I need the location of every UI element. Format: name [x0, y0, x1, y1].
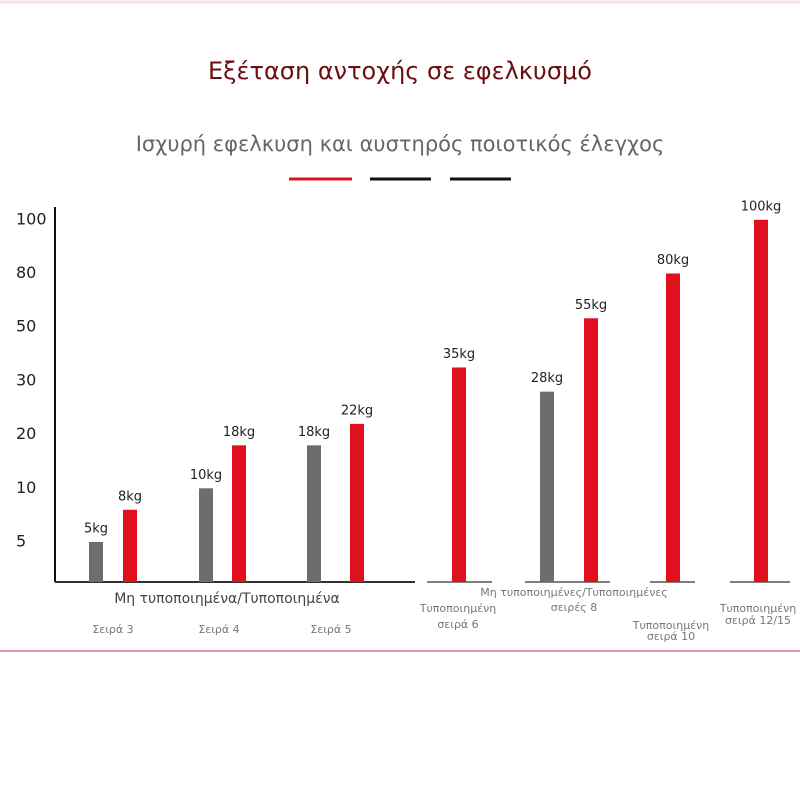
bar	[584, 318, 598, 582]
x-tick-label: Τυποποιημένη	[719, 602, 797, 615]
value-label: 8kg	[118, 489, 142, 504]
y-tick-label: 80	[16, 263, 36, 282]
x-tick-label: σειρά 6	[437, 618, 478, 631]
x-tick-label: σειρά 12/15	[725, 614, 791, 627]
bar	[540, 391, 554, 582]
x-tick-label: σειρά 10	[647, 630, 695, 643]
bar	[232, 445, 246, 582]
bar	[350, 423, 364, 582]
bar	[452, 367, 466, 582]
y-tick-label: 50	[16, 317, 36, 336]
x-tick-label: Σειρά 4	[198, 623, 239, 636]
bar	[307, 445, 321, 582]
bar	[666, 273, 680, 582]
bar	[89, 542, 103, 582]
bar	[199, 488, 213, 582]
x-tick-label: Σειρά 5	[310, 623, 351, 636]
y-tick-label: 30	[16, 370, 36, 389]
y-tick-label: 20	[16, 424, 36, 443]
y-tick-label: 10	[16, 478, 36, 497]
value-label: 100kg	[741, 199, 782, 214]
x-tick-label: Τυποποιημένη	[419, 602, 497, 615]
value-label: 18kg	[223, 425, 255, 440]
x-tick-label: Σειρά 3	[92, 623, 133, 636]
value-label: 10kg	[190, 468, 222, 483]
x-tick-label: Μη τυποποιημένες/Τυποποιημένες	[480, 586, 668, 599]
value-label: 5kg	[84, 522, 108, 537]
chart-subtitle: Ισχυρή εφελκυση και αυστηρός ποιοτικός έ…	[136, 132, 665, 156]
y-tick-label: 100	[16, 209, 47, 228]
value-label: 55kg	[575, 298, 607, 313]
group-caption: Μη τυποποιημένα/Τυποποιημένα	[114, 591, 340, 607]
value-label: 22kg	[341, 403, 373, 418]
x-tick-label: σειρές 8	[551, 601, 598, 614]
value-label: 18kg	[298, 425, 330, 440]
bar	[123, 509, 137, 582]
bar	[754, 219, 768, 583]
value-label: 35kg	[443, 347, 475, 362]
x-tick-label: Τυποποιημένη	[632, 619, 710, 632]
value-label: 80kg	[657, 253, 689, 268]
value-label: 28kg	[531, 371, 563, 386]
chart-title: Εξέταση αντοχής σε εφελκυσμό	[208, 57, 592, 85]
y-tick-label: 5	[16, 532, 26, 551]
